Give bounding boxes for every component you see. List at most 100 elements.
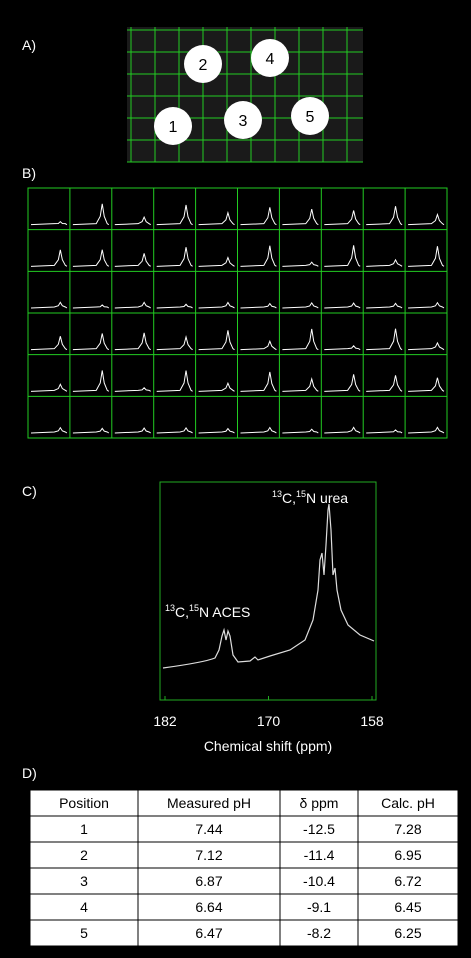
mini-spectrum (282, 208, 319, 226)
mini-spectrum (72, 333, 110, 351)
x-tick-label: 170 (257, 713, 281, 729)
sample-label: 5 (306, 109, 315, 126)
table-cell: -9.1 (307, 899, 331, 915)
annotation: 13C,15N ACES (165, 603, 250, 620)
mini-spectrum (240, 245, 277, 267)
mini-spectrum (198, 210, 235, 226)
sample-label: 4 (266, 51, 275, 68)
mini-spectrum (72, 203, 110, 226)
mini-spectrum (114, 332, 151, 351)
table-cell: 6.95 (394, 847, 421, 863)
column-header: Calc. pH (381, 795, 435, 811)
mini-spectrum (114, 215, 151, 226)
sample-circle (291, 97, 329, 135)
table-cell: 5 (80, 925, 88, 941)
table-cell: 4 (80, 899, 88, 915)
mini-spectrum (366, 429, 403, 434)
mini-spectrum (198, 301, 235, 309)
table-cell: 6.25 (394, 925, 421, 941)
mini-spectrum (72, 427, 110, 434)
sample-circle (224, 101, 262, 139)
mini-spectrum (198, 427, 235, 434)
annotation-text: N urea (306, 490, 348, 506)
mini-spectrum (240, 207, 277, 226)
annotation: 13C,15N urea (272, 489, 348, 506)
mini-spectrum (240, 371, 277, 392)
mini-spectrum (324, 210, 361, 226)
mini-spectrum (240, 426, 277, 434)
table-cell: -10.4 (303, 873, 335, 889)
table-cell: 6.45 (394, 899, 421, 915)
column-header: δ ppm (300, 795, 339, 811)
mini-spectrum (282, 428, 319, 434)
mini-spectrum (30, 220, 68, 226)
mini-spectrum (324, 345, 361, 351)
panel-label: A) (22, 37, 36, 53)
panel-label: D) (22, 765, 37, 781)
column-header: Measured pH (167, 795, 251, 811)
mini-spectrum (408, 246, 445, 267)
mini-spectrum (408, 301, 445, 309)
spectrum-frame (159, 481, 377, 701)
x-tick-label: 182 (153, 713, 177, 729)
table-cell: -12.5 (303, 821, 335, 837)
mini-spectrum (366, 206, 403, 226)
mini-spectrum (366, 328, 403, 351)
mini-spectrum (156, 370, 193, 392)
mini-spectrum (30, 426, 68, 434)
mini-spectrum (156, 247, 193, 267)
mini-spectrum (156, 335, 193, 351)
mini-spectrum (324, 426, 361, 434)
column-header: Position (59, 795, 109, 811)
mini-spectrum (282, 376, 319, 392)
x-axis-label: Chemical shift (ppm) (204, 738, 332, 754)
phantom-samples: 1 2 3 4 5 (154, 39, 329, 145)
table-cell: 6.72 (394, 873, 421, 889)
mini-spectrum (408, 426, 445, 434)
superscript: 13 (272, 489, 282, 499)
table: Position Measured pH δ ppm Calc. pH 1 7.44 -12… (29, 789, 459, 947)
mini-spectrum (366, 302, 403, 309)
mini-spectrum (282, 328, 319, 351)
mini-spectrum (30, 383, 68, 392)
mini-spectrum (30, 301, 68, 309)
mini-spectrum (240, 302, 277, 309)
table-cell: 6.64 (195, 899, 222, 915)
table-cell: 7.44 (195, 821, 222, 837)
mini-spectrum (366, 258, 403, 267)
panel-label: B) (22, 165, 36, 181)
mini-spectrum (282, 301, 319, 309)
mini-spectrum (198, 330, 235, 351)
sample-circle (251, 39, 289, 77)
mini-spectrum (156, 204, 193, 226)
table-cell: 2 (80, 847, 88, 863)
annotation-text: C, (175, 604, 189, 620)
annotation-text: N ACES (199, 604, 250, 620)
mini-spectrum (240, 339, 277, 351)
mini-spectrum (408, 341, 445, 351)
table-cell: 7.28 (394, 821, 421, 837)
mini-spectrum (30, 336, 68, 351)
sample-circle (154, 107, 192, 145)
mini-spectrum (72, 304, 110, 309)
mini-spectrum (114, 253, 151, 267)
annotation-text: C, (282, 490, 296, 506)
mini-spectrum (366, 375, 403, 392)
table-cell: 3 (80, 873, 88, 889)
mini-spectrum (156, 426, 193, 434)
mini-spectrum (282, 261, 319, 267)
superscript: 15 (296, 489, 306, 499)
superscript: 13 (165, 603, 175, 613)
table-cell: 6.47 (195, 925, 222, 941)
mini-spectrum (72, 249, 110, 267)
mini-spectrum (324, 374, 361, 392)
mini-spectrum (408, 212, 445, 226)
mini-spectrum (30, 249, 68, 267)
mini-spectrum (324, 245, 361, 267)
table-cell: 6.87 (195, 873, 222, 889)
mini-spectrum (408, 377, 445, 392)
table-cell: -11.4 (304, 847, 335, 863)
sample-label: 1 (169, 119, 178, 136)
